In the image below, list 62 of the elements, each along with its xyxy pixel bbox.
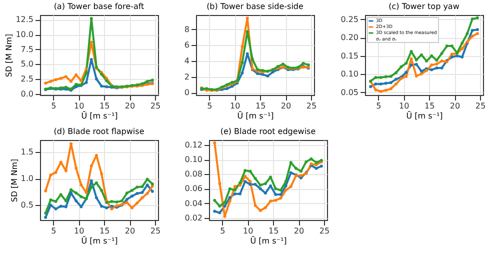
y-tick-label: 0.25 (340, 14, 358, 24)
x-tick-label: 5 (376, 102, 382, 110)
y-tick-label: 12.5 (16, 15, 34, 24)
y-tick-label: 5.0 (20, 60, 34, 69)
chart-title: (b) Tower base side-side (206, 2, 304, 11)
chart-title: (e) Blade root edgewise (220, 127, 316, 136)
y-axis-title: SD [M Nm] (4, 34, 14, 78)
y-tick-label: 0.20 (340, 33, 358, 42)
y-tick-label: 0.02 (184, 213, 202, 222)
x-tick-label: 10 (230, 102, 240, 110)
y-tick-label: 0.08 (184, 170, 202, 179)
x-tick-label: 5 (51, 226, 56, 236)
x-axis-title: Ū [m s⁻¹] (237, 110, 274, 120)
y-tick-label: 0.05 (340, 88, 358, 97)
y-tick-label: 10.0 (16, 30, 34, 40)
y-tick-label: 0 (184, 88, 190, 98)
x-tick-label: 10 (243, 226, 254, 236)
x-axis-title: Ū [m s⁻¹] (250, 236, 287, 246)
y-tick-label: 4 (184, 56, 190, 66)
y-tick-label: 8 (184, 24, 190, 34)
x-tick-label: 25 (150, 102, 161, 110)
x-tick-label: 5 (207, 102, 212, 110)
x-tick-label: 15 (255, 102, 266, 110)
x-axis-title: Ū [m s⁻¹] (406, 110, 443, 120)
y-tick-label: 2.5 (20, 74, 34, 84)
x-tick-label: 15 (99, 226, 110, 236)
x-tick-label: 25 (150, 226, 161, 236)
x-tick-label: 25 (319, 226, 330, 236)
x-tick-label: 10 (399, 102, 410, 110)
y-tick-label: 0.12 (184, 140, 202, 150)
x-tick-label: 20 (280, 102, 292, 110)
y-tick-label: 7.5 (20, 44, 34, 54)
y-tick-label: 6 (184, 40, 190, 50)
y-tick-label: 0.04 (184, 198, 202, 208)
x-tick-label: 20 (450, 102, 460, 110)
y-tick-label: 2 (184, 72, 190, 82)
chart-title: (d) Blade root flapwise (54, 127, 144, 136)
x-tick-label: 15 (424, 102, 435, 110)
x-tick-label: 20 (124, 102, 136, 110)
x-tick-label: 10 (74, 102, 84, 110)
y-tick-label: 0.0 (20, 89, 34, 98)
y-tick-label: 0.10 (184, 155, 202, 164)
x-axis-title: Ū [m s⁻¹] (81, 236, 118, 246)
x-tick-label: 10 (74, 226, 84, 236)
x-tick-label: 15 (99, 102, 110, 110)
x-tick-label: 5 (220, 226, 226, 236)
chart-title: (a) Tower base fore-aft (54, 2, 144, 11)
x-tick-label: 25 (475, 102, 486, 110)
x-tick-label: 20 (294, 226, 304, 236)
chart-title: (c) Tower top yaw (388, 2, 460, 11)
y-tick-label: 0.06 (184, 184, 202, 194)
y-tick-label: 1.5 (20, 148, 34, 157)
x-axis-title: Ū [m s⁻¹] (81, 110, 118, 120)
y-tick-label: 0.15 (340, 51, 358, 60)
x-tick-label: 25 (306, 102, 317, 110)
y-tick-label: 0.5 (20, 200, 34, 210)
x-tick-label: 20 (124, 226, 136, 236)
y-axis-title: SD [M Nm] (10, 158, 19, 202)
x-tick-label: 15 (268, 226, 279, 236)
y-tick-label: 0.10 (340, 70, 358, 79)
y-tick-label: 1.0 (20, 174, 34, 184)
x-tick-label: 5 (51, 102, 56, 110)
